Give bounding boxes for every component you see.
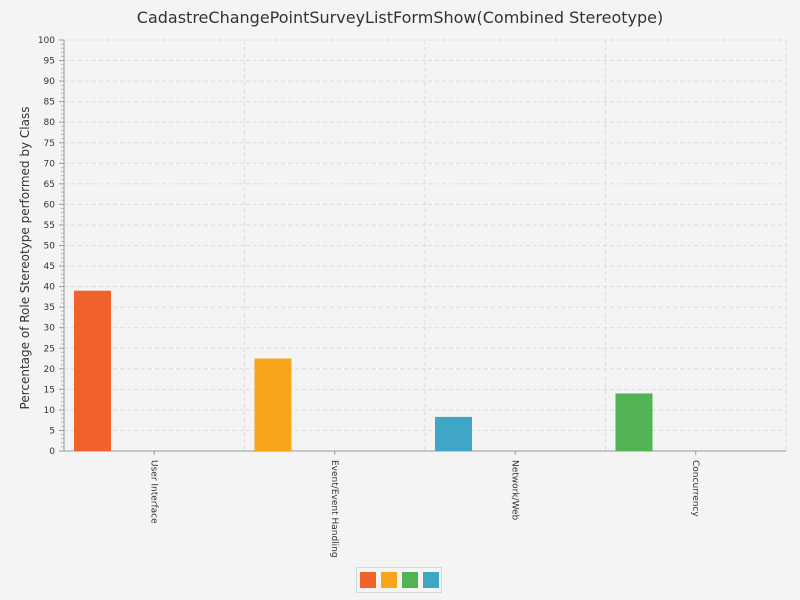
y-tick-label: 90	[44, 77, 56, 87]
y-tick-label: 10	[44, 406, 56, 416]
legend-swatch	[359, 572, 376, 588]
legend-swatch	[380, 572, 397, 588]
y-tick-label: 80	[44, 118, 56, 128]
x-tick-label: Network/Web	[509, 460, 519, 521]
y-tick-label: 55	[44, 221, 55, 231]
y-tick-label: 65	[44, 180, 55, 190]
y-tick-label: 35	[44, 303, 55, 313]
y-tick-label: 40	[44, 283, 56, 293]
y-tick-label: 75	[44, 139, 55, 149]
x-tick-label: Concurrency	[690, 460, 700, 517]
legend-swatch	[422, 572, 439, 588]
bar-user-interface	[74, 290, 111, 451]
y-tick-label: 0	[49, 447, 55, 457]
y-tick-label: 25	[44, 344, 55, 354]
x-tick-label: User Interface	[148, 460, 158, 524]
axes: 0 5 10 15 20 25 30 35 40 45 50 55 60 65 70 75 80 85 90 95 10…	[38, 36, 786, 457]
y-tick-label: 15	[44, 385, 55, 395]
category-labels: User Interface Event/Event Handling Networ…	[148, 460, 700, 558]
y-tick-label: 5	[49, 426, 55, 436]
x-tick-label: Event/Event Handling	[329, 460, 339, 558]
legend-swatch	[401, 572, 418, 588]
y-tick-label: 20	[44, 365, 56, 375]
y-axis-label: Percentage of Role Stereotype performed …	[18, 107, 32, 410]
y-tick-label: 50	[44, 242, 56, 252]
y-tick-label: 30	[44, 324, 56, 334]
y-tick-label: 100	[38, 36, 55, 46]
y-tick-label: 45	[44, 262, 55, 272]
y-tick-label: 95	[44, 57, 55, 67]
y-tick-label: 70	[44, 159, 56, 169]
legend	[356, 567, 442, 593]
y-tick-label: 60	[44, 200, 56, 210]
chart-title: CadastreChangePointSurveyListFormShow(Co…	[137, 8, 663, 27]
bar-network-web	[435, 416, 472, 451]
grid	[64, 39, 787, 451]
bar-event-event-handling	[254, 358, 292, 451]
bar-concurrency	[615, 393, 653, 451]
y-tick-label: 85	[44, 98, 55, 108]
bars	[74, 290, 653, 451]
